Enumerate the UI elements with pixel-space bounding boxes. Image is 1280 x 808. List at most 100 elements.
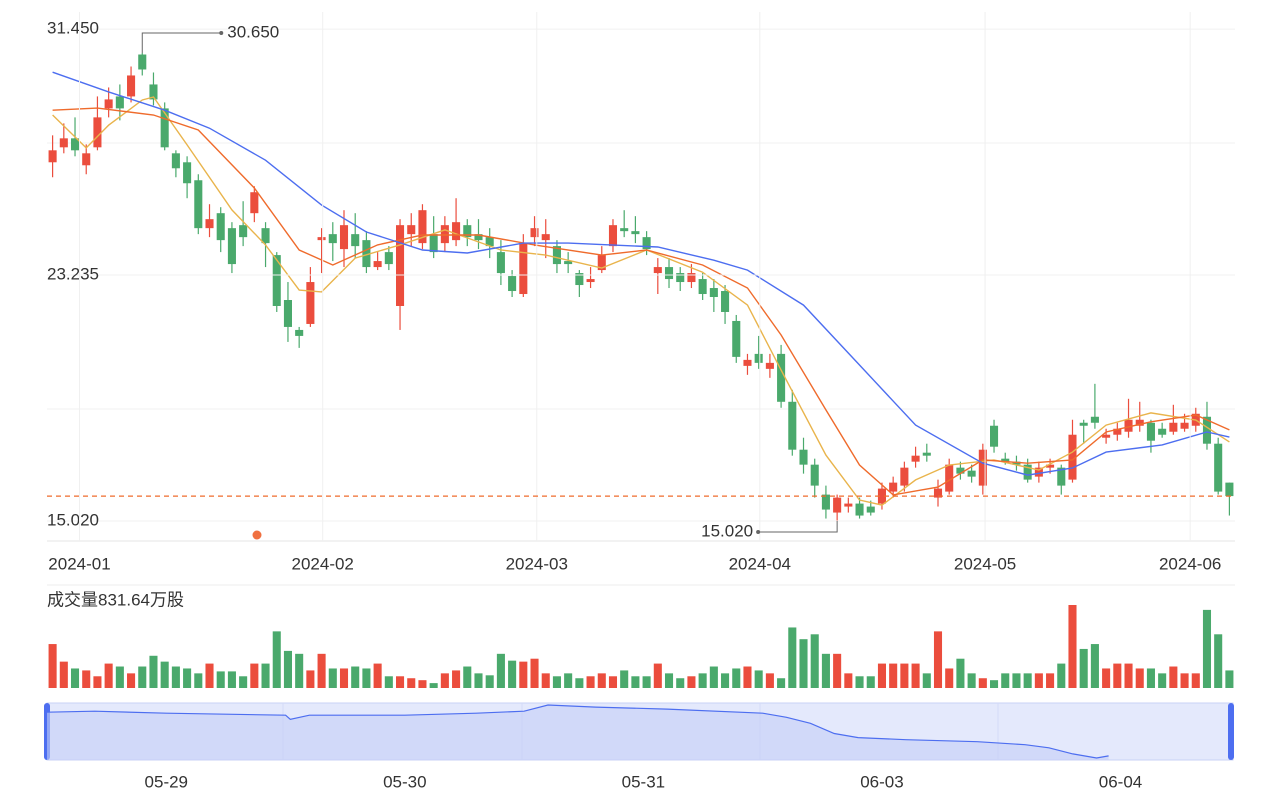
candle-body	[1135, 419, 1144, 426]
candle-body	[900, 467, 909, 486]
volume-bar	[1068, 605, 1077, 688]
candle-body	[698, 279, 707, 295]
volume-bar	[933, 631, 943, 688]
volume-bar	[463, 666, 472, 688]
y-tick-label: 31.450	[47, 19, 99, 38]
volume-bar	[1191, 673, 1200, 688]
volume-bar	[642, 676, 651, 688]
volume-bar	[564, 673, 573, 688]
candle-body	[821, 494, 830, 510]
moving-average	[52, 96, 1230, 506]
volume-bar	[1158, 673, 1167, 688]
candle-body	[967, 470, 976, 477]
candle-body	[1180, 422, 1189, 429]
volume-bar	[407, 678, 416, 688]
candle-body	[227, 228, 236, 265]
volume-bar	[1214, 634, 1223, 688]
nav-area	[47, 705, 1109, 760]
candle-body	[463, 225, 472, 238]
volume-bar	[1146, 668, 1155, 688]
candle-body	[1124, 419, 1133, 432]
candle-body	[1102, 434, 1111, 438]
candle-body	[194, 180, 203, 229]
candle-body	[1012, 461, 1021, 465]
max-annotation: 30.650	[227, 22, 279, 41]
volume-bar	[597, 673, 606, 688]
volume-bar	[205, 663, 214, 688]
candle-body	[519, 243, 528, 295]
candle-body	[575, 273, 584, 286]
candle-body	[496, 252, 505, 274]
candle-body	[183, 162, 192, 184]
candle-body	[115, 96, 124, 109]
volume-bar	[765, 673, 774, 688]
candle-body	[272, 255, 281, 306]
volume-bar	[149, 655, 158, 688]
volume-bar	[362, 668, 371, 688]
candle-body	[810, 464, 819, 486]
volume-bar	[900, 663, 909, 688]
volume-bar	[283, 650, 292, 688]
volume-bar	[698, 673, 707, 688]
volume-bar	[653, 663, 662, 688]
moving-average	[52, 71, 1230, 476]
volume-bar	[799, 639, 808, 688]
candle-body	[171, 153, 180, 169]
candle-body	[777, 353, 786, 402]
volume-bar	[575, 678, 584, 688]
main-plot: 2024-01 2024-02 2024-03 2024-04 2024-05 2024-…	[48, 53, 1234, 688]
volume-bar	[418, 680, 427, 688]
candle-body	[82, 153, 91, 166]
candle-body	[586, 279, 595, 283]
volume-bar	[227, 671, 236, 688]
volume-bar	[990, 680, 999, 688]
candle-body	[1202, 416, 1212, 444]
candle-body	[1158, 428, 1167, 435]
candle-body	[283, 300, 292, 327]
candle-body	[160, 108, 169, 148]
candle-body	[889, 482, 898, 492]
volume-bar	[664, 673, 674, 688]
candle-body	[239, 225, 248, 238]
candle-body	[351, 234, 360, 247]
volume-bar	[777, 678, 786, 688]
volume-bar	[373, 663, 382, 688]
volume-bar	[855, 676, 864, 688]
volume-bar	[1034, 673, 1043, 688]
volume-bar	[530, 658, 539, 688]
x-tick-label: 2024-04	[729, 554, 791, 573]
volume-bar	[429, 683, 438, 688]
candle-body	[317, 237, 326, 241]
candle-body	[754, 353, 763, 363]
y-tick-label: 23.235	[47, 264, 99, 283]
volume-bar	[239, 676, 248, 688]
candle-body	[620, 228, 629, 232]
volume-bar	[1169, 666, 1178, 688]
nav-tick-label: 05-31	[622, 772, 665, 791]
volume-bar	[945, 668, 954, 688]
volume-bar	[127, 673, 136, 688]
candle-body	[956, 467, 965, 474]
volume-bar	[216, 671, 225, 688]
nav-handle-right[interactable]	[1228, 703, 1234, 760]
volume-bar	[93, 676, 102, 688]
volume-bar	[1079, 648, 1088, 688]
candle-body	[653, 267, 662, 274]
candle-body	[59, 138, 68, 148]
volume-bar	[956, 658, 965, 688]
volume-bar	[1012, 673, 1021, 688]
volume-bar	[261, 663, 270, 688]
volume-bar	[1057, 663, 1066, 688]
volume-bar	[496, 653, 505, 688]
volume-bar	[922, 673, 931, 688]
volume-bar	[743, 666, 752, 688]
volume-bar	[754, 670, 763, 688]
candle-body	[127, 75, 136, 97]
volume-bar	[1102, 668, 1111, 688]
volume-bar	[967, 673, 976, 688]
candle-body	[362, 240, 371, 268]
volume-bar	[70, 668, 80, 688]
volume-bar	[1180, 673, 1189, 688]
candle-body	[642, 237, 651, 250]
